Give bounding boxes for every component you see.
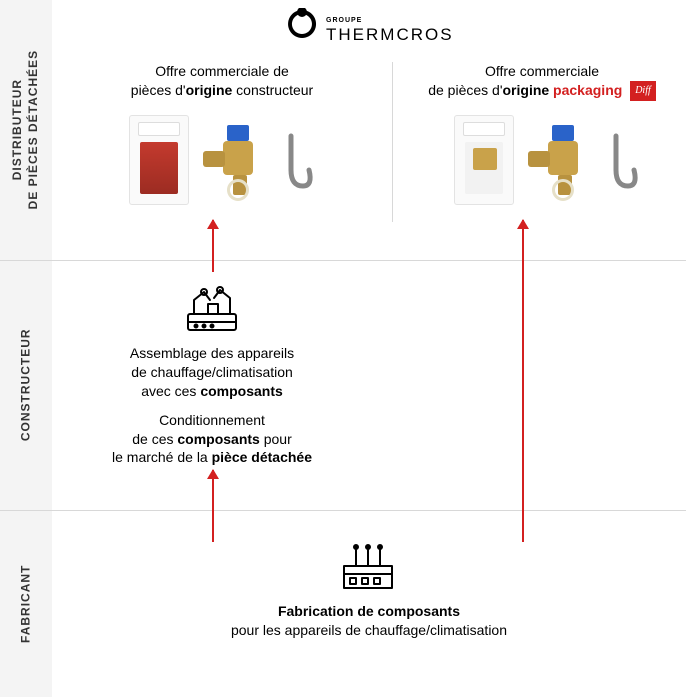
row-label-fabricant: FABRICANT (0, 510, 52, 697)
ftext-l1: Fabrication de composants (192, 602, 546, 621)
offer-right: Offre commerciale de pièces d'origine pa… (402, 62, 682, 101)
ctext-p2-l3-pre: le marché de la (112, 449, 212, 465)
row-label-distributeur-l1: DISTRIBUTEUR (10, 79, 24, 180)
brand-logo: GROUPE THERMCROSS (52, 8, 686, 57)
row-label-sidebar: DISTRIBUTEURDE PIÈCES DÉTACHÉES CONSTRUC… (0, 0, 52, 697)
offer-left: Offre commerciale de pièces d'origine co… (82, 62, 362, 100)
arrow-left-bottom (212, 470, 214, 542)
offer-right-l2-bold: origine (503, 82, 550, 98)
ctext-p1-l1: Assemblage des appareils (92, 344, 332, 363)
ctext-p1-l3-bold: composants (200, 383, 282, 399)
valve-part-icon (522, 121, 602, 199)
section-fabricant: Fabrication de composants pour les appar… (52, 510, 686, 697)
row-label-constructeur-l1: CONSTRUCTEUR (18, 329, 32, 442)
ctext-p2-l3-bold: pièce détachée (212, 449, 312, 465)
section-distributeur: GROUPE THERMCROSS Offre commerciale de p… (52, 0, 686, 260)
valve-part-icon (197, 121, 277, 199)
constructeur-text: Assemblage des appareils de chauffage/cl… (92, 344, 332, 467)
ctext-p1-l2: de chauffage/climatisation (92, 363, 332, 382)
package-oem-icon (129, 115, 189, 205)
oring-icon (227, 179, 249, 201)
row-label-constructeur: CONSTRUCTEUR (0, 260, 52, 510)
row-label-fabricant-l1: FABRICANT (18, 564, 32, 642)
thermcross-logo-icon: GROUPE THERMCROSS (284, 8, 454, 52)
assembly-machine-icon (182, 284, 242, 341)
ctext-p1-l3-pre: avec ces (141, 383, 200, 399)
oring-icon (552, 179, 574, 201)
section-constructeur: Assemblage des appareils de chauffage/cl… (52, 260, 686, 510)
row-label-distributeur: DISTRIBUTEURDE PIÈCES DÉTACHÉES (0, 0, 52, 260)
ctext-p2-l2-pre: de ces (132, 431, 177, 447)
arrow-left-top (212, 220, 214, 272)
offer-left-l2-post: constructeur (232, 82, 313, 98)
content-area: GROUPE THERMCROSS Offre commerciale de p… (52, 0, 686, 697)
offer-left-l2-bold: origine (186, 82, 233, 98)
offer-left-l1: Offre commerciale de (155, 63, 289, 79)
brand-small-text: GROUPE (326, 17, 362, 24)
product-group-left (107, 115, 337, 205)
ctext-p2-l1: Conditionnement (92, 411, 332, 430)
row-label-distributeur-l2: DE PIÈCES DÉTACHÉES (26, 50, 40, 209)
column-divider (392, 62, 393, 222)
product-group-right (432, 115, 662, 205)
factory-icon (340, 544, 396, 597)
offer-right-l1: Offre commerciale (485, 63, 599, 79)
clip-part-icon (285, 130, 315, 190)
ctext-p2-l2-bold: composants (177, 431, 259, 447)
offer-left-l2-pre: pièces d' (131, 82, 186, 98)
package-diff-icon (454, 115, 514, 205)
fabricant-text: Fabrication de composants pour les appar… (192, 602, 546, 640)
offer-right-l2-red: packaging (549, 82, 622, 98)
ctext-p2-l2-post: pour (260, 431, 292, 447)
brand-main-text: THERMCROSS (326, 25, 454, 44)
ftext-l2: pour les appareils de chauffage/climatis… (192, 621, 546, 640)
arrow-right (522, 220, 524, 542)
diff-badge: Diff (630, 81, 656, 101)
clip-part-icon (610, 130, 640, 190)
offer-right-l2-pre: de pièces d' (428, 82, 502, 98)
